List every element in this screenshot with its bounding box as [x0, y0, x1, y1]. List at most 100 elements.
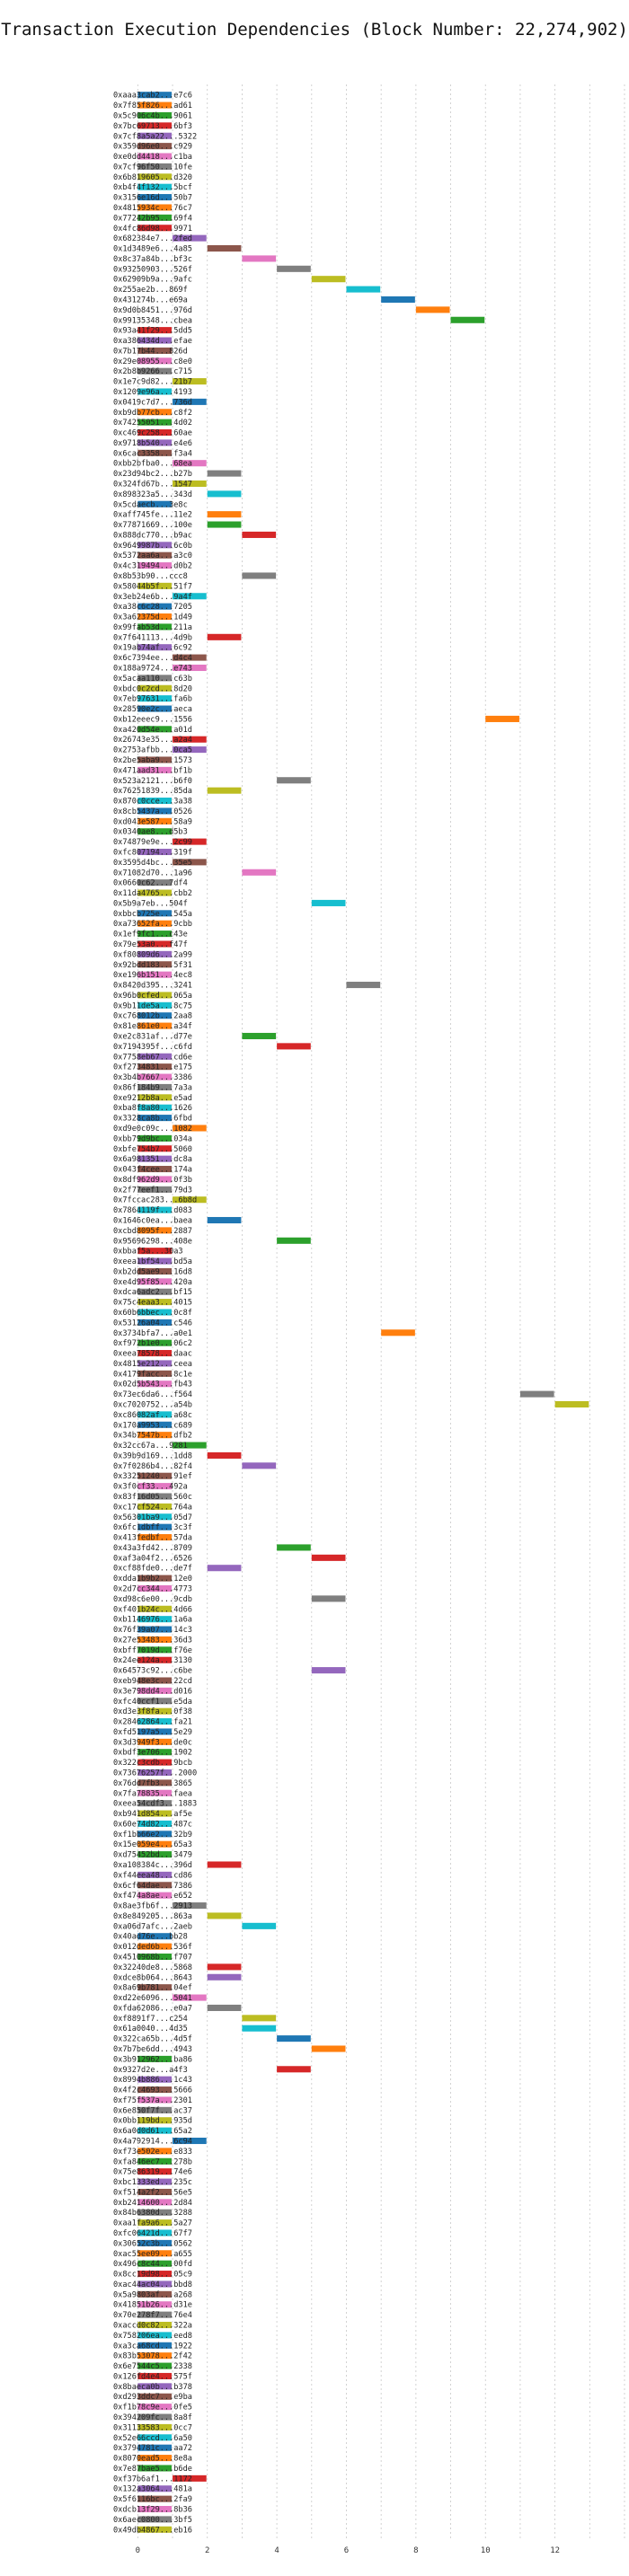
tx-hash-label: 0x5cdaecb...3e8c [113, 500, 188, 509]
tx-bar [207, 511, 242, 518]
tx-bar [137, 2168, 173, 2175]
tx-bar [137, 1257, 173, 1265]
tx-hash-label: 0xa38c6c28...7205 [113, 603, 192, 612]
tx-hash-label: 0x27e53483...36d3 [113, 1636, 192, 1645]
tx-hash-label: 0x7fa78835...faea [113, 1789, 192, 1798]
tx-bar [137, 2076, 173, 2083]
tx-hash-label: 0x28462864...fa21 [113, 1718, 192, 1727]
tx-hash-label: 0x1ef9fc1...c43e [113, 931, 188, 940]
tx-hash-label: 0x6e7544c5...2338 [113, 2362, 192, 2371]
tx-bar [137, 950, 173, 957]
tx-bar [415, 306, 450, 313]
tx-bar [173, 234, 207, 242]
tx-bar [137, 848, 173, 856]
tx-hash-label: 0x7e87bae5...b6de [113, 2465, 192, 2474]
tx-bar [137, 2055, 173, 2062]
tx-hash-label: 0x7bc69713...6bf3 [113, 122, 192, 131]
x-tick-label: 12 [550, 2546, 560, 2555]
tx-hash-label: 0xbbcb725e...545a [113, 910, 192, 919]
tx-hash-label: 0x0660c62...7df4 [113, 879, 188, 888]
tx-hash-label: 0xbb79d9bc...034a [113, 1134, 192, 1143]
tx-bar [137, 1738, 173, 1745]
tx-bar [137, 1299, 173, 1306]
x-tick-label: 10 [481, 2546, 491, 2555]
x-tick-label: 4 [274, 2546, 279, 2555]
tx-hash-label: 0x7758eb67...cd6e [113, 1053, 192, 1062]
tx-hash-label: 0xbff7019d...f76e [113, 1646, 192, 1655]
tx-bar [137, 2106, 173, 2113]
tx-bar [137, 1943, 173, 1950]
tx-hash-label: 0x5acaa110...c63b [113, 675, 192, 684]
tx-hash-label: 0xd043e587...58a9 [113, 817, 192, 826]
tx-bar [137, 1636, 173, 1643]
tx-bar [137, 2332, 173, 2339]
tx-hash-label: 0x9649987b...6c0b [113, 542, 192, 551]
tx-bar [137, 940, 173, 948]
tx-hash-label: 0x0340ae8...d5b3 [113, 828, 188, 837]
tx-hash-label: 0x4179facc...8c1e [113, 1370, 192, 1379]
tx-bar [207, 470, 242, 477]
tx-hash-label: 0x3eb24e6b...9a4f [113, 593, 192, 602]
tx-hash-label: 0xfc807194...319f [113, 848, 192, 857]
tx-bar [277, 2066, 311, 2073]
tx-bar [311, 1554, 346, 1561]
tx-bar [137, 337, 173, 344]
tx-hash-label: 0x6b819605...d320 [113, 173, 192, 182]
tx-bar [137, 910, 173, 917]
tx-bar [207, 1973, 242, 1981]
tx-hash-label: 0x3e798dd4...d016 [113, 1687, 192, 1696]
tx-hash-label: 0x23d94bc2...b27b [113, 470, 192, 479]
tx-bar [137, 1523, 173, 1531]
tx-bar [173, 1125, 207, 1132]
tx-hash-label: 0x9718b540...e4e6 [113, 439, 192, 448]
tx-hash-label: 0x1e7c9d82...21b7 [113, 378, 192, 387]
tx-bar [137, 183, 173, 190]
tx-bar [277, 1043, 311, 1050]
tx-hash-label: 0xf8891f7...c254 [113, 2015, 188, 2024]
tx-hash-label: 0xd75452bd...3479 [113, 1851, 192, 1860]
tx-bar [137, 1350, 173, 1357]
tx-hash-label: 0x84b6380d...3288 [113, 2209, 192, 2218]
tx-hash-label: 0x64573c92...c6be [113, 1667, 192, 1676]
tx-hash-label: 0x11da4765...cbb2 [113, 889, 192, 898]
tx-bar [173, 593, 207, 600]
tx-hash-label: 0x1209e96a...4193 [113, 388, 192, 397]
tx-hash-label: 0x5372aa6a...a3c0 [113, 551, 192, 560]
tx-hash-label: 0xf80809d6...2a99 [113, 950, 192, 959]
tx-bar [346, 286, 381, 293]
tx-bar [137, 2372, 173, 2379]
tx-hash-label: 0x043f4cee...174a [113, 1166, 192, 1175]
tx-hash-label: 0x8cc19d98...05c9 [113, 2271, 192, 2280]
tx-bar [137, 1759, 173, 1766]
tx-bar [137, 1176, 173, 1183]
tx-hash-label: 0xf401b24c...4d66 [113, 1605, 192, 1614]
tx-bar [137, 111, 173, 119]
tx-hash-label: 0xeea78578...daac [113, 1350, 192, 1359]
tx-hash-label: 0x8e849205...863a [113, 1912, 192, 1921]
tx-bar [137, 429, 173, 437]
tx-hash-label: 0x1646c0ea...baea [113, 1216, 192, 1225]
tx-bar [242, 255, 277, 262]
tx-bar [277, 777, 311, 784]
x-tick-label: 6 [344, 2546, 349, 2555]
tx-bar [137, 807, 173, 815]
tx-bar [137, 153, 173, 160]
tx-bar [137, 2383, 173, 2390]
tx-hash-label: 0x76251839...85da [113, 787, 192, 796]
tx-hash-label: 0xcbd8095f...2887 [113, 1227, 192, 1236]
tx-bar [137, 101, 173, 109]
tx-bar [137, 1953, 173, 1961]
tx-hash-label: 0x75e86319...74e6 [113, 2168, 192, 2177]
tx-hash-label: 0xfc06421d...67f7 [113, 2229, 192, 2238]
tx-hash-label: 0x758206ea...eed8 [113, 2332, 192, 2341]
tx-bar [137, 562, 173, 569]
tx-hash-label: 0x3794781c...aa72 [113, 2444, 192, 2453]
tx-bar [173, 1902, 207, 1910]
tx-bar [137, 122, 173, 129]
tx-hash-label: 0xa73652fa...9cbb [113, 920, 192, 929]
tx-hash-label: 0xe0dd4418...c1ba [113, 153, 192, 162]
tx-bar [137, 2516, 173, 2523]
tx-hash-label: 0xa06d7afc...2aeb [113, 1922, 192, 1931]
tx-hash-label: 0xc7020752...a54b [113, 1401, 192, 1410]
tx-hash-label: 0xf44eea48...cd86 [113, 1871, 192, 1880]
